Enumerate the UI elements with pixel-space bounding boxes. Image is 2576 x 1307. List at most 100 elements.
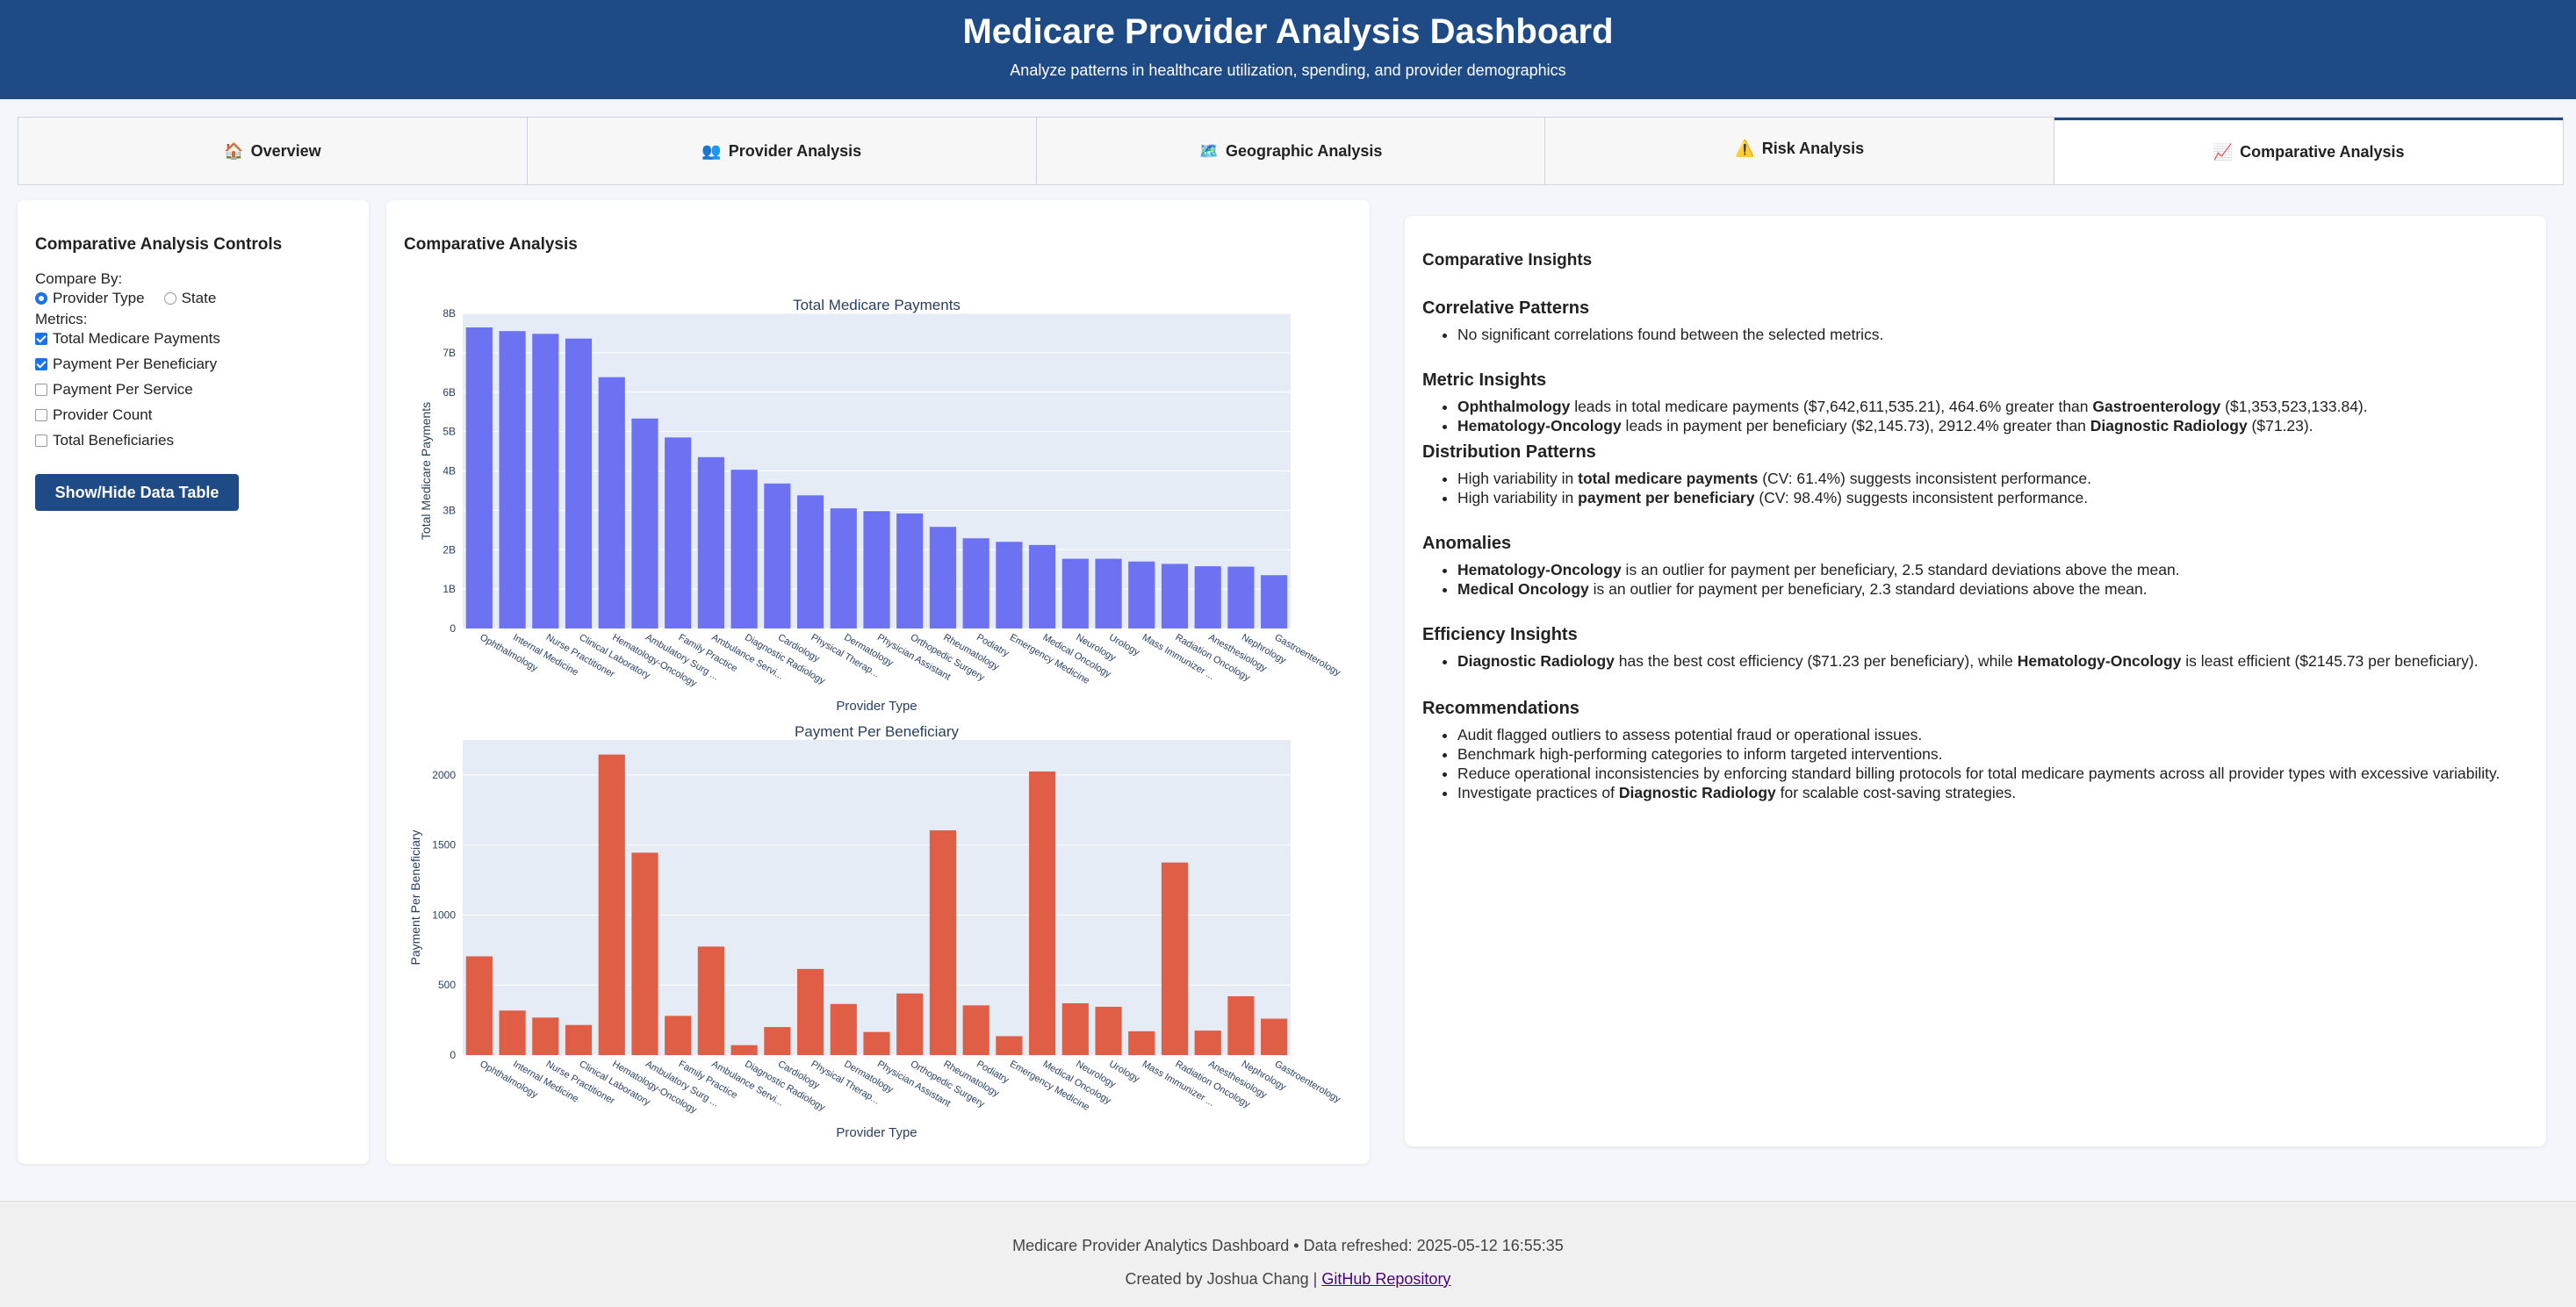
y-tick-label: 1000 bbox=[432, 908, 456, 921]
x-axis-label: Provider Type bbox=[836, 699, 917, 714]
bar bbox=[1227, 566, 1255, 628]
y-tick-label: 500 bbox=[438, 979, 456, 991]
y-tick-label: 0 bbox=[450, 1049, 456, 1061]
bar bbox=[996, 542, 1023, 628]
bar bbox=[631, 418, 658, 628]
bar bbox=[465, 956, 493, 1055]
chart-panel: Comparative Analysis 0 1B 2B 3B 4B 5B 6B 7B 8B Op… bbox=[386, 200, 1370, 1164]
metric-total-beneficiaries[interactable]: Total Beneficiaries bbox=[35, 432, 174, 449]
checkbox[interactable] bbox=[35, 434, 47, 447]
bar bbox=[1261, 575, 1288, 628]
insight-text: Investigate practices of bbox=[1457, 784, 1619, 801]
insight-item: Benchmark high-performing categories to … bbox=[1457, 744, 2500, 764]
insight-item: Hematology-Oncology leads in payment per… bbox=[1457, 416, 2368, 435]
insight-text: is an outlier for payment per beneficiar… bbox=[1588, 580, 2148, 598]
y-tick-label: 4B bbox=[443, 465, 456, 478]
bar bbox=[598, 754, 625, 1055]
insight-list: Ophthalmology leads in total medicare pa… bbox=[1422, 397, 2368, 435]
bar bbox=[796, 495, 824, 628]
y-tick-label: 1B bbox=[443, 583, 456, 595]
tab-bar: 🏠 Overview 👥 Provider Analysis 🗺️ Geographi… bbox=[18, 117, 2564, 185]
tab-provider-analysis[interactable]: 👥 Provider Analysis bbox=[528, 118, 1037, 184]
chart-panel-title: Comparative Analysis bbox=[404, 235, 578, 254]
insight-emphasis: Medical Oncology bbox=[1457, 580, 1589, 598]
github-link[interactable]: GitHub Repository bbox=[1321, 1270, 1451, 1288]
bar bbox=[863, 511, 890, 628]
insight-item: High variability in total medicare payme… bbox=[1457, 469, 2091, 488]
x-tick-label: Ophthalmology bbox=[478, 1059, 540, 1101]
tab-comparative-analysis[interactable]: 📈 Comparative Analysis bbox=[2054, 118, 2563, 184]
y-tick-label: 2B bbox=[443, 543, 456, 556]
insights-title: Comparative Insights bbox=[1422, 251, 1593, 269]
bar bbox=[1261, 1018, 1288, 1055]
bar bbox=[1029, 771, 1056, 1055]
tab-risk-analysis[interactable]: ⚠️ Risk Analysis bbox=[1545, 118, 2055, 184]
insight-emphasis: Ophthalmology bbox=[1457, 398, 1571, 415]
compare-by-label: Compare By: bbox=[35, 270, 123, 287]
x-axis-label: Provider Type bbox=[836, 1125, 917, 1140]
bar bbox=[962, 538, 989, 628]
insight-text: has the best cost efficiency ($71.23 per… bbox=[1614, 652, 2018, 670]
chart-icon: 📈 bbox=[2213, 143, 2234, 161]
bar bbox=[796, 968, 824, 1055]
radio-provider-type[interactable] bbox=[35, 292, 47, 305]
insight-heading: Recommendations bbox=[1422, 699, 1579, 718]
insight-emphasis: Diagnostic Radiology bbox=[1618, 784, 1776, 801]
insight-item: High variability in payment per benefici… bbox=[1457, 488, 2091, 507]
bar bbox=[1128, 561, 1155, 628]
insight-emphasis: Diagnostic Radiology bbox=[1457, 652, 1615, 670]
bar bbox=[929, 527, 957, 628]
tab-geographic-analysis[interactable]: 🗺️ Geographic Analysis bbox=[1037, 118, 1546, 184]
bar bbox=[499, 331, 526, 628]
bar bbox=[665, 437, 692, 628]
checkbox[interactable] bbox=[35, 333, 47, 345]
footer-author: Created by Joshua Chang | bbox=[1125, 1270, 1318, 1288]
footer-credits: Created by Joshua Chang | GitHub Reposit… bbox=[0, 1270, 2576, 1289]
bar bbox=[665, 1016, 692, 1055]
radio-state[interactable] bbox=[163, 292, 176, 305]
y-tick-label: 8B bbox=[443, 307, 456, 320]
metric-total-medicare-payments[interactable]: Total Medicare Payments bbox=[35, 330, 220, 348]
insight-emphasis: total medicare payments bbox=[1578, 470, 1759, 487]
bar bbox=[929, 829, 957, 1055]
bar bbox=[896, 513, 924, 628]
insight-emphasis: Diagnostic Radiology bbox=[2090, 417, 2248, 434]
y-tick-label: 5B bbox=[443, 426, 456, 438]
bar bbox=[1029, 544, 1056, 628]
bar bbox=[465, 327, 493, 628]
checkbox-label: Payment Per Service bbox=[53, 381, 193, 398]
insight-text: leads in total medicare payments ($7,642… bbox=[1570, 398, 2093, 415]
checkbox-label: Provider Count bbox=[53, 406, 153, 423]
footer: Medicare Provider Analytics Dashboard • … bbox=[0, 1201, 2576, 1307]
bar bbox=[830, 508, 857, 628]
warning-icon: ⚠️ bbox=[1735, 139, 1755, 157]
y-tick-label: 6B bbox=[443, 386, 456, 399]
insight-heading: Distribution Patterns bbox=[1422, 442, 1596, 462]
bar bbox=[565, 1024, 593, 1055]
y-axis-label: Total Medicare Payments bbox=[419, 402, 433, 540]
bar bbox=[697, 456, 724, 628]
tab-overview[interactable]: 🏠 Overview bbox=[18, 118, 528, 184]
insight-item: Medical Oncology is an outlier for payme… bbox=[1457, 579, 2180, 599]
insight-text: Reduce operational inconsistencies by en… bbox=[1457, 765, 2500, 782]
bar bbox=[996, 1036, 1023, 1055]
map-icon: 🗺️ bbox=[1198, 141, 1219, 160]
metric-payment-per-service[interactable]: Payment Per Service bbox=[35, 381, 193, 399]
metric-payment-per-beneficiary[interactable]: Payment Per Beneficiary bbox=[35, 355, 217, 373]
people-icon: 👥 bbox=[702, 141, 722, 160]
toggle-data-table-button[interactable]: Show/Hide Data Table bbox=[35, 474, 239, 511]
y-tick-label: 1500 bbox=[432, 839, 456, 851]
tab-label: Provider Analysis bbox=[728, 141, 862, 160]
checkbox[interactable] bbox=[35, 384, 47, 396]
bar bbox=[1194, 1031, 1221, 1055]
metric-provider-count[interactable]: Provider Count bbox=[35, 406, 152, 424]
checkbox[interactable] bbox=[35, 409, 47, 421]
bar bbox=[764, 483, 791, 628]
insight-item: Investigate practices of Diagnostic Radi… bbox=[1457, 783, 2500, 802]
bar bbox=[499, 1010, 526, 1055]
insight-list: Hematology-Oncology is an outlier for pa… bbox=[1422, 560, 2180, 599]
insight-text: leads in payment per beneficiary ($2,145… bbox=[1621, 417, 2090, 434]
checkbox[interactable] bbox=[35, 358, 47, 370]
controls-title: Comparative Analysis Controls bbox=[35, 235, 283, 254]
bar bbox=[1095, 558, 1122, 628]
